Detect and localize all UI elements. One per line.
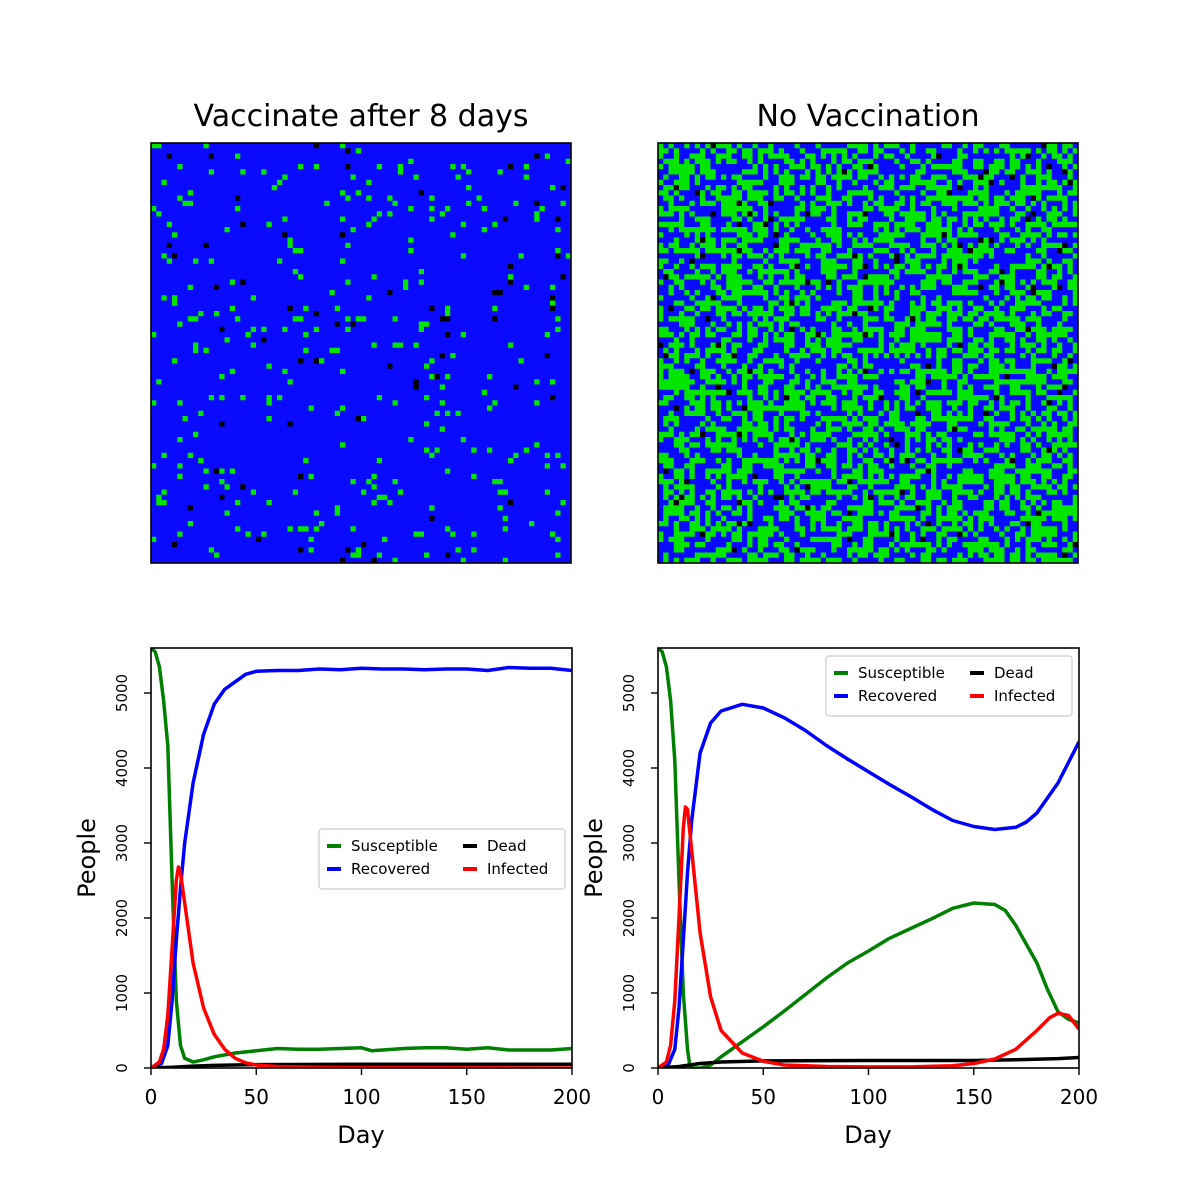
y-tick-label: 5000 xyxy=(620,674,638,712)
x-axis-label: Day xyxy=(337,1121,384,1149)
legend-label: Infected xyxy=(487,860,548,878)
series-line-susceptible xyxy=(151,648,572,1064)
y-tick-label: 0 xyxy=(620,1063,638,1073)
x-tick-label: 200 xyxy=(553,1085,591,1109)
y-axis-label: People xyxy=(73,818,101,898)
grid-vaccinate xyxy=(151,143,571,563)
y-tick-label: 1000 xyxy=(620,974,638,1012)
grid-title-no-vaccination: No Vaccination xyxy=(756,99,979,134)
y-tick-label: 1000 xyxy=(113,974,131,1012)
x-tick-label: 0 xyxy=(652,1085,665,1109)
legend-label: Recovered xyxy=(858,687,937,705)
legend-label: Susceptible xyxy=(858,664,945,682)
susceptible-cells xyxy=(151,143,571,563)
x-tick-label: 0 xyxy=(145,1085,158,1109)
series-line-infected xyxy=(151,865,572,1068)
x-tick-label: 100 xyxy=(849,1085,887,1109)
grid-no-vaccination xyxy=(658,143,1078,563)
legend-label: Recovered xyxy=(351,860,430,878)
y-tick-label: 2000 xyxy=(620,899,638,937)
series-line-dead xyxy=(151,1062,572,1068)
x-axis-label: Day xyxy=(844,1121,891,1149)
y-tick-label: 0 xyxy=(113,1063,131,1073)
legend-label: Dead xyxy=(487,837,527,855)
legend-label: Infected xyxy=(994,687,1055,705)
grid-frame-no-vaccination xyxy=(657,142,1079,564)
chart-no-vaccination: Day People 0 50 100 150 20001000200030004000… xyxy=(580,647,1098,1149)
x-tick-label: 100 xyxy=(342,1085,380,1109)
susceptible-cells xyxy=(658,143,1078,563)
y-tick-label: 2000 xyxy=(113,899,131,937)
x-tick-label: 50 xyxy=(244,1085,269,1109)
series-line-recovered xyxy=(658,702,1079,1068)
y-tick-label: 5000 xyxy=(113,674,131,712)
x-tick-label: 50 xyxy=(751,1085,776,1109)
series-line-dead xyxy=(658,1055,1079,1068)
legend-label: Dead xyxy=(994,664,1034,682)
legend-box xyxy=(825,655,1073,717)
y-tick-label: 4000 xyxy=(620,749,638,787)
x-tick-label: 150 xyxy=(448,1085,486,1109)
grid-frame-vaccinate xyxy=(150,142,572,564)
y-axis-label: People xyxy=(580,818,608,898)
legend-box xyxy=(318,828,566,890)
series-line-recovered xyxy=(151,665,572,1068)
x-tick-label: 150 xyxy=(955,1085,993,1109)
grid-title-vaccinate: Vaccinate after 8 days xyxy=(194,99,529,134)
y-tick-label: 4000 xyxy=(113,749,131,787)
chart-vaccinate: Day People 0 50 100 150 20001000200030004000… xyxy=(73,647,591,1149)
y-tick-label: 3000 xyxy=(113,824,131,862)
y-tick-label: 3000 xyxy=(620,824,638,862)
series-line-infected xyxy=(658,805,1079,1068)
legend: Susceptible Dead Recovered Infected xyxy=(825,655,1073,717)
legend: Susceptible Dead Recovered Infected xyxy=(318,828,566,890)
x-tick-label: 200 xyxy=(1060,1085,1098,1109)
legend-label: Susceptible xyxy=(351,837,438,855)
